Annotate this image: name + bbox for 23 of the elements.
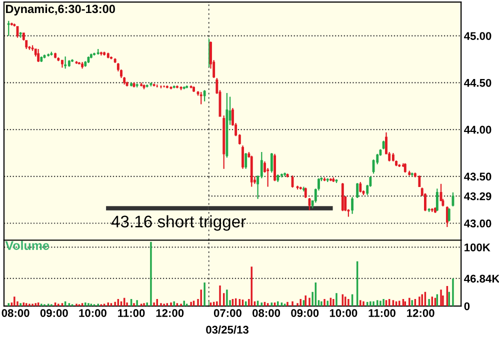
x-tick-label: 09:00 (291, 309, 319, 317)
y-tick-label: 0 (464, 302, 470, 310)
chart-title: Dynamic,6:30-13:00 (6, 4, 115, 16)
y-tick-label: 45.00 (464, 32, 492, 40)
y-tick-label: 44.00 (464, 126, 492, 134)
y-tick-label: 100K (464, 243, 490, 252)
y-tick-label: 44.50 (464, 78, 492, 87)
y-tick-label: 43.50 (464, 172, 492, 181)
y-tick-label: 43.00 (464, 220, 492, 228)
x-tick-label: 08:00 (2, 309, 30, 317)
x-tick-label: 08:00 (252, 309, 280, 317)
x-tick-label: 07:00 (214, 309, 242, 317)
y-tick-label: 43.29 (464, 192, 492, 200)
x-tick-label: 12:00 (156, 309, 184, 317)
annotation: 43.16 short trigger (111, 215, 246, 231)
x-tick-label: 12:00 (407, 309, 434, 317)
x-tick-label: 11:00 (118, 309, 145, 317)
chart-title: Volume (5, 240, 50, 250)
x-tick-label: 11:00 (368, 309, 396, 317)
x-tick-label: 09:00 (40, 309, 68, 317)
x-tick-label: 10:00 (330, 309, 358, 317)
x-tick-label: 10:00 (79, 309, 106, 317)
text: 03/25/13 (206, 326, 248, 334)
